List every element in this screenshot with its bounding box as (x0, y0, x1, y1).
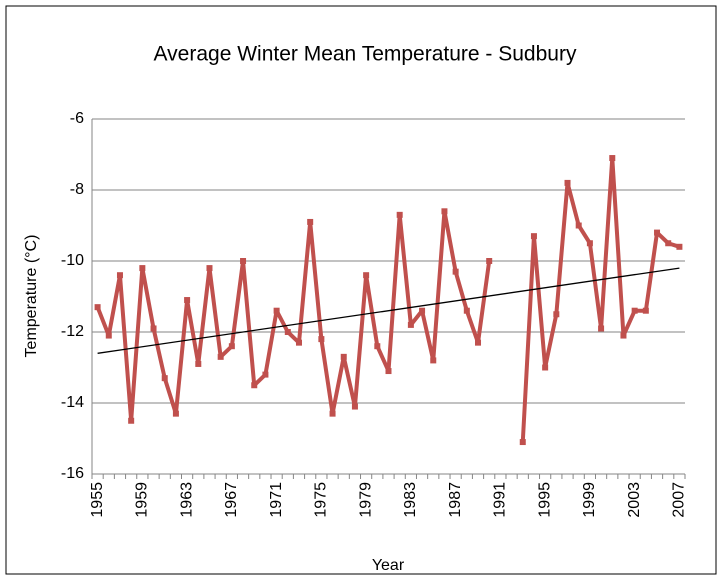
point (374, 343, 381, 350)
point (195, 360, 202, 367)
y-tick-label: -6 (70, 110, 84, 127)
x-tick-label: 1963 (178, 482, 195, 518)
point (128, 417, 135, 424)
point (586, 240, 593, 247)
y-tick-label: -8 (70, 181, 84, 198)
x-tick-label: 1971 (268, 482, 285, 518)
point (94, 304, 101, 311)
point (318, 336, 325, 343)
line-series (95, 209, 492, 423)
point (139, 265, 146, 272)
point (609, 155, 616, 162)
y-tick-label: -16 (61, 465, 84, 482)
point (598, 325, 605, 332)
point (284, 329, 291, 335)
trendline (97, 267, 680, 354)
x-tick-label: 2003 (626, 482, 643, 518)
point (228, 343, 235, 350)
x-tick-label: 1991 (492, 482, 509, 518)
point (463, 307, 470, 314)
point (273, 307, 280, 314)
point (329, 410, 336, 417)
point (419, 307, 426, 314)
point (340, 353, 347, 360)
point (519, 439, 526, 446)
point (351, 403, 358, 410)
y-tick-label: -14 (61, 394, 84, 411)
point (475, 339, 482, 346)
x-tick-label: 1979 (357, 482, 374, 518)
point (441, 208, 448, 215)
point (564, 179, 571, 186)
x-tick-label: 1967 (223, 482, 240, 518)
point (631, 307, 638, 314)
x-axis-label: Year (372, 557, 405, 574)
point (172, 410, 179, 417)
x-tick-label: 2007 (671, 482, 688, 518)
point (363, 272, 370, 279)
point (262, 371, 269, 378)
point (452, 268, 459, 275)
point (530, 233, 537, 240)
chart-title: Average Winter Mean Temperature - Sudbur… (154, 43, 577, 66)
point (295, 339, 302, 346)
point (620, 332, 627, 339)
point (396, 211, 403, 218)
y-axis-label: Temperature (°C) (23, 235, 40, 358)
point (385, 368, 392, 375)
point (430, 357, 437, 364)
x-tick-label: 1955 (89, 482, 106, 518)
point (307, 218, 314, 225)
x-tick-label: 1995 (536, 482, 553, 518)
x-tick-label: 1983 (402, 482, 419, 518)
point (184, 297, 191, 304)
point (642, 307, 649, 314)
point (161, 375, 168, 382)
point (665, 240, 672, 247)
x-tick-label: 1987 (447, 482, 464, 518)
point (206, 265, 213, 272)
x-tick-label: 1959 (134, 482, 151, 518)
point (542, 364, 549, 371)
point (251, 382, 258, 389)
point (486, 258, 493, 264)
point (407, 321, 414, 328)
x-tick-label: 1999 (581, 482, 598, 518)
point (575, 222, 582, 229)
point (150, 325, 157, 332)
y-tick-label: -12 (61, 323, 84, 340)
point (240, 258, 247, 264)
point (676, 243, 683, 250)
point (654, 229, 661, 236)
y-tick-label: -10 (61, 252, 84, 269)
point (105, 332, 112, 339)
point (217, 353, 224, 360)
point (553, 311, 560, 318)
x-tick-label: 1975 (313, 482, 330, 518)
point (116, 272, 123, 279)
